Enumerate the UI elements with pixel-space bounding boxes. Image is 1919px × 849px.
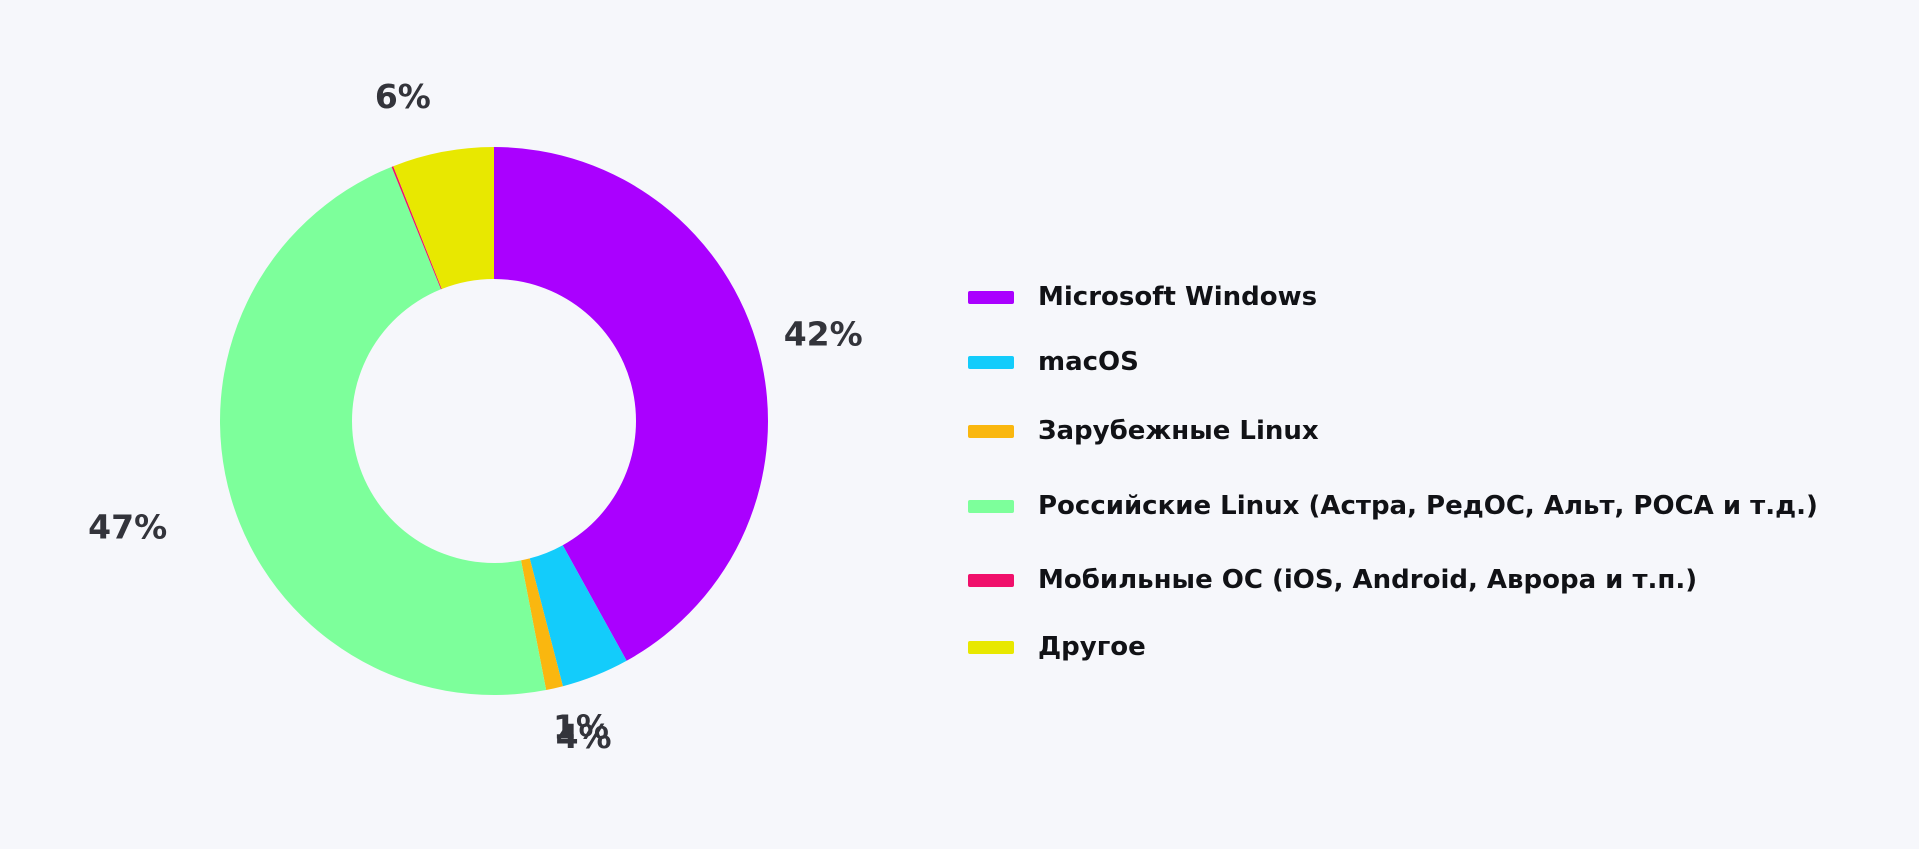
slice-1 xyxy=(494,147,769,661)
legend-item-1: Microsoft Windows xyxy=(968,277,1317,317)
legend-swatch xyxy=(968,290,1014,304)
legend-swatch xyxy=(968,355,1014,369)
chart-legend: Microsoft Windows macOS Зарубежные Linux Ро… xyxy=(968,0,1898,849)
slice-label-2: 4% xyxy=(556,717,612,756)
slice-2 xyxy=(529,545,627,687)
legend-label: Другое xyxy=(1038,632,1146,662)
legend-label: Зарубежные Linux xyxy=(1038,416,1319,446)
slice-label-6: 6% xyxy=(375,77,431,116)
slice-label-1: 42% xyxy=(784,315,863,354)
legend-label: macOS xyxy=(1038,347,1139,377)
legend-swatch xyxy=(968,573,1014,587)
legend-label: Мобильные ОС (iOS, Android, Аврора и т.п… xyxy=(1038,565,1698,595)
legend-item-4: Российские Linux (Астра, РедОС, Альт, РО… xyxy=(968,486,1818,526)
legend-swatch xyxy=(968,640,1014,654)
slice-labels: 42% 4%1% 47% 6% xyxy=(88,77,863,756)
slice-6 xyxy=(393,147,494,289)
legend-label: Российские Linux (Астра, РедОС, Альт, РО… xyxy=(1038,491,1818,521)
slice-5 xyxy=(391,166,442,290)
slice-3 xyxy=(521,558,563,690)
legend-label: Microsoft Windows xyxy=(1038,282,1318,312)
legend-swatch xyxy=(968,499,1014,513)
donut-slices xyxy=(219,147,769,696)
slice-label-4: 47% xyxy=(88,508,167,547)
legend-item-6: Другое xyxy=(968,627,1146,667)
legend-item-5: Мобильные ОС (iOS, Android, Аврора и т.п… xyxy=(968,560,1697,600)
legend-swatch xyxy=(968,424,1014,438)
legend-item-2: macOS xyxy=(968,342,1139,382)
slice-4 xyxy=(219,166,547,696)
legend-item-3: Зарубежные Linux xyxy=(968,411,1319,451)
slice-label-3: 1% xyxy=(553,707,609,746)
